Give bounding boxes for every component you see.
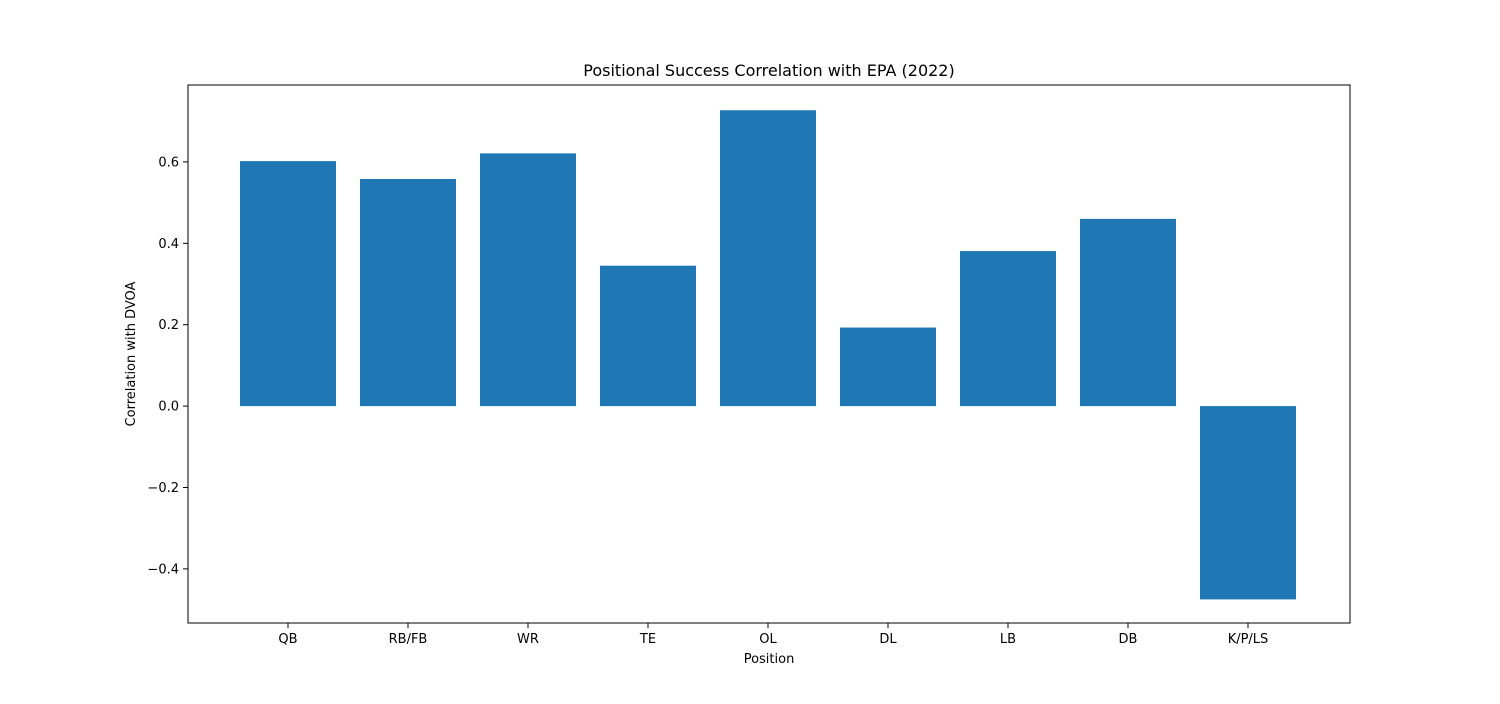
y-tick-label: 0.4: [158, 237, 179, 252]
x-tick-label-dl: DL: [879, 632, 897, 647]
bar-dl: [840, 327, 936, 407]
chart-title: Positional Success Correlation with EPA …: [583, 61, 954, 80]
y-axis-label: Correlation with DVOA: [124, 281, 139, 426]
bar-ol: [720, 110, 816, 407]
bar-rb-fb: [360, 179, 456, 407]
bar-wr: [480, 153, 576, 407]
y-tick-label: 0.6: [158, 155, 179, 170]
bar-db: [1080, 218, 1176, 407]
y-tick-label: −0.2: [147, 481, 179, 496]
plot-area-frame: [187, 84, 1351, 624]
x-tick-label-k-p-ls: K/P/LS: [1228, 632, 1269, 647]
bar-k-p-ls: [1200, 406, 1296, 600]
y-tick-label: 0.2: [158, 318, 179, 333]
bar-qb: [240, 161, 336, 407]
x-tick-label-wr: WR: [517, 632, 539, 647]
y-tick-label: −0.4: [147, 562, 179, 577]
x-tick-label-te: TE: [639, 632, 656, 647]
y-axis-ticks: −0.4 −0.2 0.0 0.2 0.4 0.6: [147, 155, 188, 577]
x-tick-label-rb-fb: RB/FB: [389, 632, 428, 647]
x-tick-label-ol: OL: [759, 632, 777, 647]
x-tick-label-db: DB: [1119, 632, 1138, 647]
x-axis-ticks: QB RB/FB WR TE OL DL LB DB K/P/LS: [278, 623, 1268, 647]
bar-te: [600, 265, 696, 407]
x-tick-label-lb: LB: [1000, 632, 1016, 647]
x-tick-label-qb: QB: [278, 632, 297, 647]
y-tick-label: 0.0: [158, 400, 179, 415]
x-axis-label: Position: [744, 652, 795, 667]
bar-lb: [960, 251, 1056, 407]
bars-layer: [240, 110, 1296, 600]
